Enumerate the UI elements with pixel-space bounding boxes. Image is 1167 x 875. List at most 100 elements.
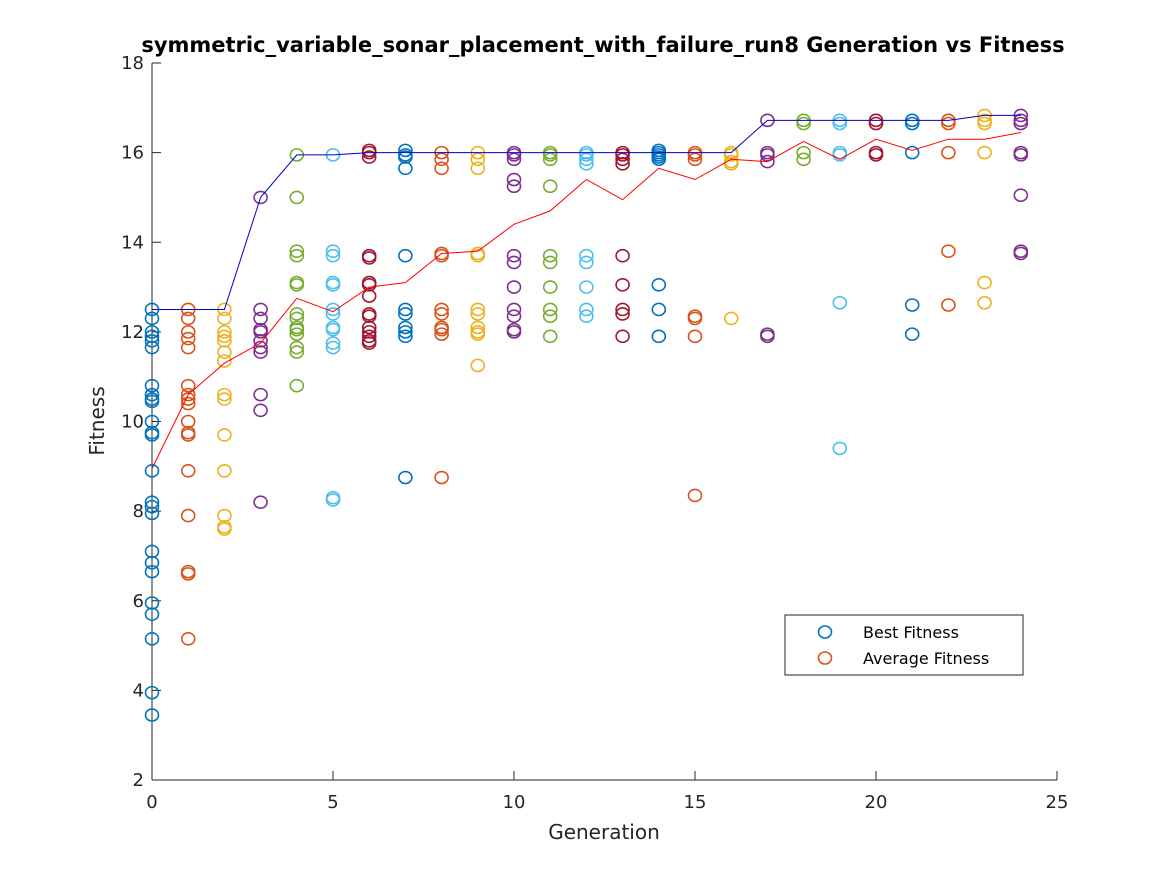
- population-point: [144, 378, 160, 393]
- chart-title: symmetric_variable_sonar_placement_with_…: [141, 33, 1064, 57]
- population-point: [506, 152, 522, 167]
- population-point: [579, 152, 594, 167]
- population-point: [542, 255, 558, 270]
- population-point: [325, 340, 341, 355]
- population-point: [289, 340, 305, 355]
- population-point: [325, 336, 341, 350]
- population-point: [144, 340, 160, 355]
- y-axis-label: Fitness: [85, 386, 109, 455]
- population-point: [289, 244, 305, 259]
- population-point: [144, 564, 160, 579]
- population-point: [144, 428, 160, 442]
- y-tick-label: 14: [121, 232, 144, 253]
- population-point: [542, 179, 558, 194]
- x-tick-label: 10: [503, 792, 526, 813]
- population-point: [180, 325, 196, 339]
- population-point: [180, 508, 196, 523]
- population-point: [977, 295, 992, 310]
- y-tick-label: 16: [121, 143, 144, 164]
- population-point: [253, 403, 268, 418]
- population-point: [325, 278, 341, 292]
- population-point: [832, 116, 848, 131]
- population-point: [434, 327, 449, 341]
- population-point: [217, 463, 232, 478]
- population-point: [941, 145, 956, 160]
- population-point: [506, 172, 522, 187]
- population-point: [1013, 246, 1029, 261]
- population-point: [542, 329, 558, 344]
- population-point: [687, 311, 703, 326]
- population-point: [579, 157, 594, 171]
- population-point: [579, 309, 594, 323]
- population-point: [723, 148, 739, 162]
- population-point: [398, 320, 413, 335]
- population-point: [904, 145, 920, 160]
- population-point: [796, 145, 811, 160]
- legend-label: Best Fitness: [863, 623, 959, 642]
- population-point: [615, 148, 630, 162]
- population-point: [542, 280, 558, 294]
- population-point: [651, 302, 667, 317]
- population-point: [289, 322, 305, 337]
- population-point: [144, 463, 160, 478]
- population-point: [615, 329, 630, 344]
- best-fitness-line: [152, 114, 1021, 310]
- population-point: [615, 307, 630, 321]
- population-point: [977, 116, 992, 131]
- population-point: [723, 157, 739, 171]
- y-tick-label: 6: [133, 591, 144, 612]
- population-point: [289, 307, 305, 321]
- population-point: [361, 329, 377, 344]
- population-point: [977, 145, 992, 160]
- population-point: [579, 248, 594, 263]
- population-point: [217, 522, 232, 536]
- population-point: [651, 152, 667, 167]
- population-point: [506, 309, 522, 323]
- population-point: [325, 248, 341, 263]
- population-point: [941, 298, 956, 312]
- population-point: [144, 311, 160, 326]
- population-point: [289, 327, 305, 341]
- population-point: [687, 329, 703, 344]
- population-point: [180, 311, 196, 326]
- population-point: [615, 157, 630, 171]
- population-point: [180, 463, 196, 478]
- population-point: [434, 322, 449, 337]
- population-point: [868, 148, 884, 162]
- population-point: [180, 632, 196, 646]
- legend-marker: [817, 625, 833, 639]
- population-point: [687, 152, 703, 167]
- population-point: [144, 506, 160, 521]
- population-point: [361, 320, 377, 335]
- population-point: [470, 320, 486, 335]
- population-point: [253, 325, 268, 339]
- population-point: [398, 248, 413, 263]
- population-point: [1013, 188, 1029, 202]
- legend-marker: [817, 651, 833, 665]
- population-point: [1013, 148, 1029, 162]
- y-ticks: 2 4 6 8 10 12 14 16 18: [121, 53, 161, 791]
- population-point: [144, 708, 160, 722]
- x-tick-label: 5: [327, 792, 338, 813]
- population-point: [470, 358, 486, 373]
- population-point: [325, 244, 341, 259]
- population-point: [941, 116, 956, 131]
- population-point: [289, 378, 305, 393]
- population-point: [144, 325, 160, 339]
- population-point: [904, 327, 920, 341]
- population-point: [470, 152, 486, 167]
- population-point: [398, 161, 413, 176]
- legend-box: [784, 614, 1024, 676]
- population-point: [144, 607, 160, 621]
- population-point: [470, 307, 486, 321]
- population-point: [325, 493, 341, 507]
- population-point: [289, 278, 305, 292]
- population-point: [253, 340, 268, 355]
- population-point: [1013, 116, 1029, 131]
- population-point: [615, 278, 630, 292]
- population-point: [144, 555, 160, 570]
- y-tick-label: 18: [121, 53, 144, 74]
- population-point: [325, 307, 341, 321]
